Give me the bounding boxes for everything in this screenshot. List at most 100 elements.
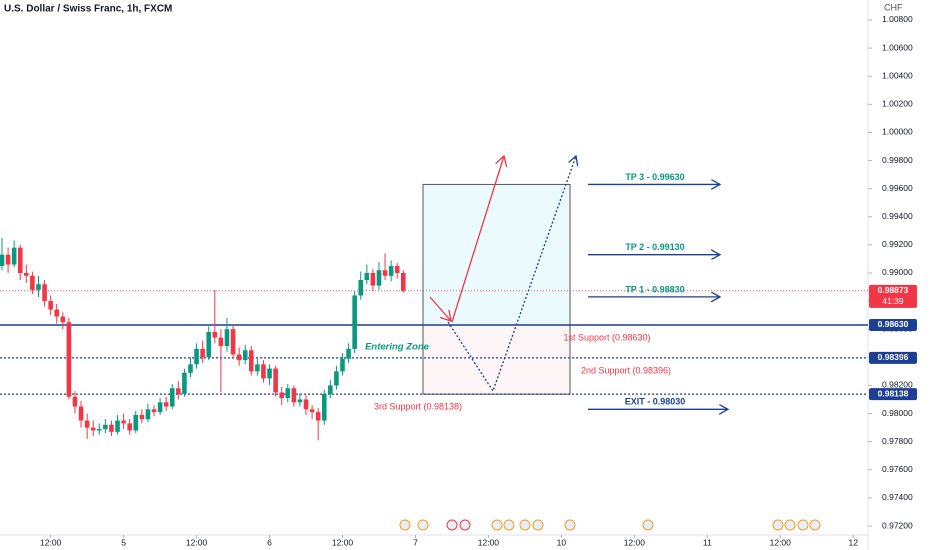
candle-body xyxy=(194,348,199,365)
y-unit: CHF xyxy=(884,2,903,12)
candle-body xyxy=(309,409,315,413)
candle-body xyxy=(188,364,193,373)
candle-body xyxy=(400,272,406,291)
candle-body xyxy=(30,275,35,290)
candle-body xyxy=(163,402,169,407)
support-note: 1st Support (0.98630) xyxy=(563,332,650,342)
candle-body xyxy=(328,385,333,394)
countdown-label: 41:39 xyxy=(882,296,904,306)
candle-body xyxy=(157,402,163,413)
projection-arrow xyxy=(429,296,451,321)
y-tick-label: 0.99600 xyxy=(882,183,913,193)
candle-body xyxy=(96,429,102,431)
level-price-box xyxy=(869,351,917,364)
target-zone xyxy=(422,183,571,326)
y-tick-label: 0.99400 xyxy=(882,211,913,221)
candle-body xyxy=(176,388,181,394)
candle-body xyxy=(72,396,78,407)
candle-body xyxy=(321,393,327,421)
candle-body xyxy=(11,247,17,265)
last-price-box xyxy=(869,284,917,308)
candle-body xyxy=(285,388,291,399)
x-tick-label: 12:00 xyxy=(332,537,354,547)
target-label: TP 3 - 0.99630 xyxy=(625,172,684,182)
candle-body xyxy=(133,414,139,431)
y-tick-label: 1.00800 xyxy=(882,14,913,24)
candle-body xyxy=(90,427,96,431)
y-tick-label: 0.97600 xyxy=(882,464,913,474)
candle-body xyxy=(382,270,388,276)
candle-body xyxy=(36,284,41,290)
x-tick-label: 12:00 xyxy=(624,537,646,547)
y-tick-label: 1.00200 xyxy=(882,99,913,109)
y-tick-label: 0.97800 xyxy=(882,436,913,446)
candle-body xyxy=(169,388,175,407)
candle-body xyxy=(151,409,157,413)
candle-body xyxy=(5,254,11,265)
candle-body xyxy=(66,322,72,397)
projection-path xyxy=(447,156,576,393)
level-price-box xyxy=(869,318,917,331)
y-tick-label: 0.97200 xyxy=(882,520,913,530)
y-tick-label: 1.00600 xyxy=(882,42,913,52)
candle-body xyxy=(60,316,66,323)
y-tick-label: 0.98200 xyxy=(882,380,913,390)
candle-body xyxy=(358,280,364,296)
x-tick-label: 12 xyxy=(848,537,858,547)
x-tick-label: 6 xyxy=(267,537,272,547)
projection-arrow xyxy=(451,156,504,323)
y-tick-label: 0.99200 xyxy=(882,239,913,249)
candle-body xyxy=(42,284,47,302)
candle-body xyxy=(224,329,230,347)
y-tick-label: 1.00000 xyxy=(882,127,913,137)
candle-body xyxy=(352,295,357,349)
target-label: TP 2 - 0.99130 xyxy=(625,242,684,252)
candle-body xyxy=(279,392,284,399)
target-label: TP 1 - 0.98830 xyxy=(625,284,684,294)
candle-body xyxy=(273,368,278,393)
chart-title: U.S. Dollar / Swiss Franc, 1h, FXCM xyxy=(4,4,172,15)
candle-body xyxy=(17,247,23,273)
candle-body xyxy=(291,388,297,403)
x-tick-label: 12:00 xyxy=(478,537,500,547)
x-tick-label: 10 xyxy=(557,537,567,547)
candle-body xyxy=(212,332,218,338)
candle-body xyxy=(388,265,394,276)
stop-zone xyxy=(422,324,571,395)
candle-body xyxy=(315,412,321,421)
y-tick-label: 0.99000 xyxy=(882,267,913,277)
candle-body xyxy=(121,420,126,424)
level-price-label: 0.98630 xyxy=(878,319,909,329)
support-note: 3rd Support (0.98138) xyxy=(374,402,462,412)
candle-body xyxy=(236,354,242,361)
candle-body xyxy=(255,364,260,372)
candle-body xyxy=(182,372,187,394)
level-price-box xyxy=(869,388,917,401)
candle-body xyxy=(0,254,5,266)
candle-body xyxy=(206,332,212,358)
zone-label: Entering Zone xyxy=(365,342,430,353)
candle-body xyxy=(115,420,120,432)
candle-body xyxy=(145,409,151,420)
candle-body xyxy=(364,272,370,281)
candle-body xyxy=(394,265,400,273)
event-icons xyxy=(399,519,821,531)
level-price-label: 0.98138 xyxy=(878,388,909,398)
candle-body xyxy=(267,368,272,379)
y-tick-label: 0.98000 xyxy=(882,408,913,418)
x-tick-label: 11 xyxy=(703,537,712,547)
support-note: 2nd Support (0.98396) xyxy=(581,365,671,375)
y-tick-label: 0.99800 xyxy=(882,155,913,165)
candle-body xyxy=(200,348,205,358)
target-label: EXIT - 0.98030 xyxy=(625,397,686,407)
candle-body xyxy=(261,364,266,379)
y-tick-label: 0.97400 xyxy=(882,492,913,502)
candle-body xyxy=(340,358,345,372)
candle-body xyxy=(109,424,114,432)
candle-body xyxy=(127,423,132,431)
candle-body xyxy=(24,272,29,276)
y-tick-label: 1.00400 xyxy=(882,70,913,80)
candle-body xyxy=(78,406,84,421)
candle-body xyxy=(48,301,53,310)
